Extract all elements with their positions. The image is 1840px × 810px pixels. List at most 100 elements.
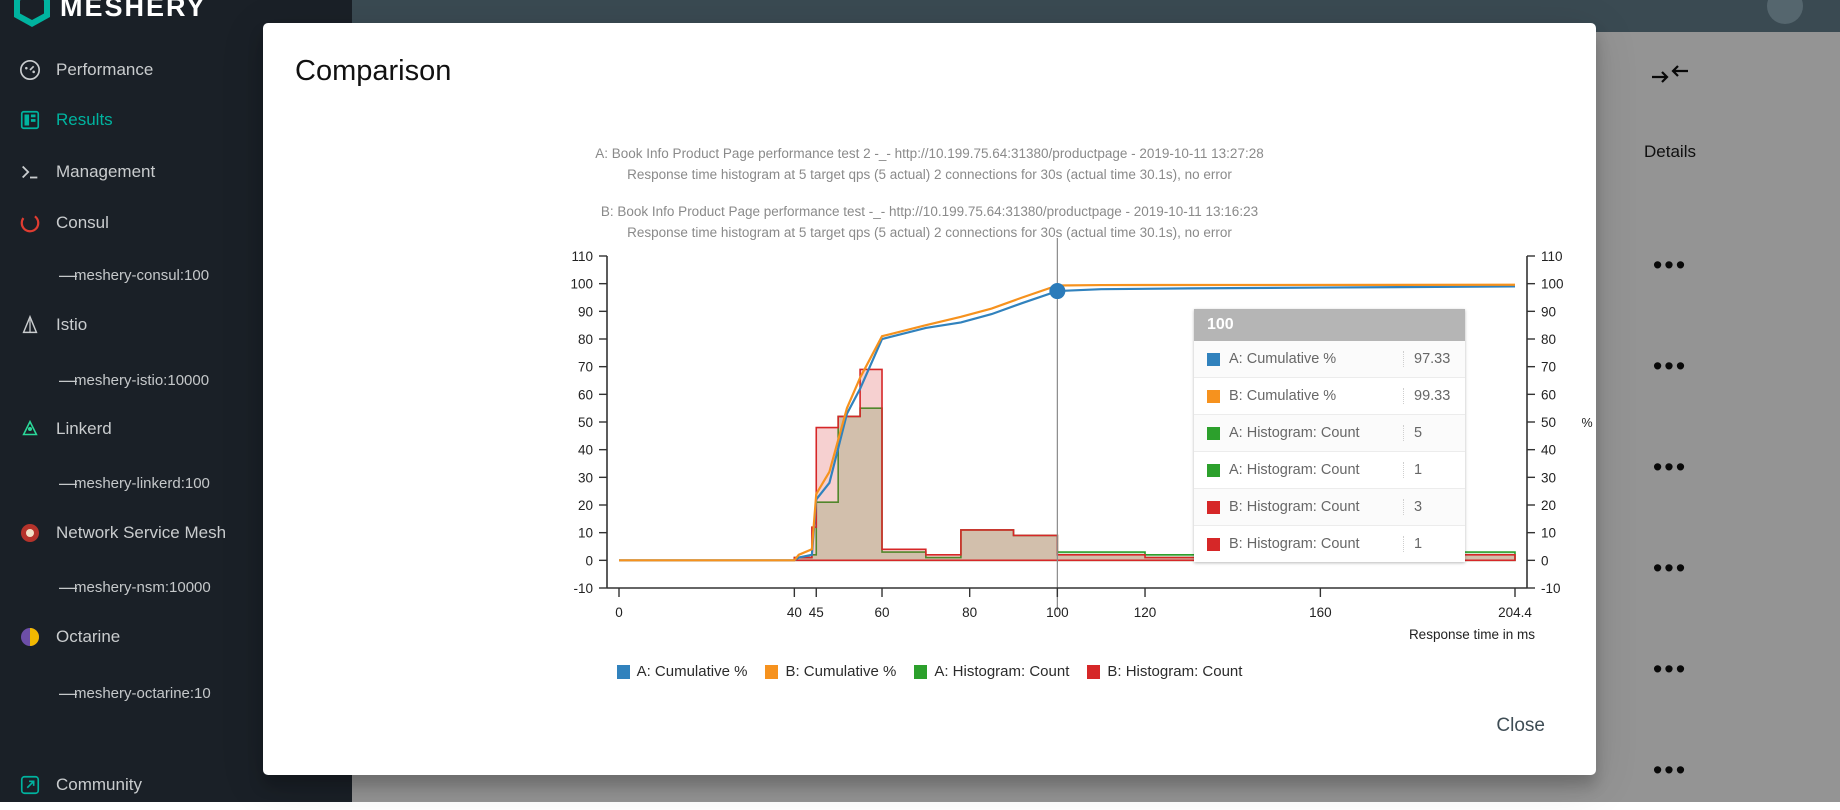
x-axis-tick-label: 80 xyxy=(962,605,977,620)
y-axis-tick-label: 0 xyxy=(585,553,593,568)
legend-label: A: Cumulative % xyxy=(637,663,748,680)
legend-item[interactable]: B: Cumulative % xyxy=(765,663,896,680)
x-axis-tick-label: 160 xyxy=(1309,605,1332,620)
sidebar-item-label: meshery-octarine:10 xyxy=(74,685,211,702)
sidebar-item-label: Network Service Mesh xyxy=(56,523,226,543)
legend-label: B: Cumulative % xyxy=(785,663,896,680)
sidebar-item-label: Results xyxy=(56,110,113,130)
dash-icon: — xyxy=(56,681,80,705)
tooltip-row-label: A: Cumulative % xyxy=(1229,351,1403,367)
y-axis-right-tick-label: 60 xyxy=(1541,387,1556,402)
tooltip-row-value: 1 xyxy=(1403,462,1465,478)
tooltip-header: 100 xyxy=(1194,309,1465,341)
y-axis-tick-label: 60 xyxy=(578,387,593,402)
y-axis-tick-label: 110 xyxy=(571,249,593,264)
highlighted-data-point xyxy=(1049,283,1065,299)
comparison-dialog: Comparison A: Book Info Product Page per… xyxy=(263,23,1596,775)
tooltip-row: A: Cumulative %97.33 xyxy=(1194,341,1465,378)
y-axis-tick-label: 20 xyxy=(578,498,593,513)
y-axis-right-tick-label: 50 xyxy=(1541,415,1556,430)
tooltip-row-label: B: Histogram: Count xyxy=(1229,536,1403,552)
dash-icon: — xyxy=(56,368,80,392)
nsm-icon xyxy=(18,521,42,545)
subtitle-block-a: A: Book Info Product Page performance te… xyxy=(263,143,1596,185)
community-icon xyxy=(18,773,42,797)
legend-color-swatch xyxy=(1087,665,1100,679)
close-button[interactable]: Close xyxy=(1488,709,1553,743)
terminal-icon xyxy=(18,160,42,184)
sidebar-item-label: Performance xyxy=(56,60,153,80)
y-axis-right-tick-label: 30 xyxy=(1541,470,1556,485)
tooltip-row-label: B: Cumulative % xyxy=(1229,388,1403,404)
legend-item[interactable]: B: Histogram: Count xyxy=(1087,663,1242,680)
subtitle-a-line1: A: Book Info Product Page performance te… xyxy=(263,143,1596,164)
y-axis-tick-label: 30 xyxy=(578,470,593,485)
y-axis-right-tick-label: -10 xyxy=(1541,581,1561,596)
istio-icon xyxy=(18,313,42,337)
y-axis-tick-label: 90 xyxy=(578,304,593,319)
tooltip-row-value: 1 xyxy=(1403,536,1465,552)
dash-icon: — xyxy=(56,263,80,287)
sidebar-item-label: meshery-istio:10000 xyxy=(74,372,209,389)
y-axis-tick-label: -10 xyxy=(573,581,593,596)
tooltip-row-label: A: Histogram: Count xyxy=(1229,462,1403,478)
y-axis-tick-label: 40 xyxy=(578,443,593,458)
sidebar-item-label: meshery-consul:100 xyxy=(74,267,209,284)
y-axis-tick-label: 50 xyxy=(578,415,593,430)
series-color-swatch xyxy=(1207,390,1220,403)
series-color-swatch xyxy=(1207,353,1220,366)
y-axis-tick-label: 10 xyxy=(578,526,593,541)
y-axis-tick-label: 80 xyxy=(578,332,593,347)
sidebar-item-label: Istio xyxy=(56,315,87,335)
y-axis-right-tick-label: 40 xyxy=(1541,443,1556,458)
sidebar-item-label: Consul xyxy=(56,213,109,233)
sidebar-item-label: Octarine xyxy=(56,627,120,647)
y-axis-label: % xyxy=(1581,416,1592,430)
y-axis-right-tick-label: 10 xyxy=(1541,526,1556,541)
subtitle-a-line2: Response time histogram at 5 target qps … xyxy=(263,164,1596,185)
legend-item[interactable]: A: Cumulative % xyxy=(617,663,748,680)
sidebar-item-label: Linkerd xyxy=(56,419,112,439)
tooltip-row-value: 5 xyxy=(1403,425,1465,441)
speedometer-icon xyxy=(18,58,42,82)
series-color-swatch xyxy=(1207,427,1220,440)
tooltip-row-label: A: Histogram: Count xyxy=(1229,425,1403,441)
y-axis-right-tick-label: 20 xyxy=(1541,498,1556,513)
legend-color-swatch xyxy=(617,665,630,679)
legend-color-swatch xyxy=(914,665,927,679)
consul-icon xyxy=(18,211,42,235)
tooltip-row-value: 3 xyxy=(1403,499,1465,515)
sidebar-item-label: meshery-linkerd:100 xyxy=(74,475,210,492)
x-axis-tick-label: 60 xyxy=(874,605,889,620)
legend-item[interactable]: A: Histogram: Count xyxy=(914,663,1069,680)
tooltip-row-value: 99.33 xyxy=(1403,388,1465,404)
y-axis-tick-label: 70 xyxy=(578,360,593,375)
brand-name: MESHERY xyxy=(60,0,207,23)
y-axis-right-tick-label: 100 xyxy=(1541,277,1564,292)
octarine-icon xyxy=(18,625,42,649)
dash-icon: — xyxy=(56,575,80,599)
y-axis-right-tick-label: 70 xyxy=(1541,360,1556,375)
y-axis-right-tick-label: 0 xyxy=(1541,553,1549,568)
brand-logo[interactable]: MESHERY xyxy=(14,0,207,28)
tooltip-row-value: 97.33 xyxy=(1403,351,1465,367)
dash-icon: — xyxy=(56,471,80,495)
sidebar-item-label: meshery-nsm:10000 xyxy=(74,579,211,596)
legend-color-swatch xyxy=(765,665,778,679)
sidebar-item-label: Management xyxy=(56,162,155,182)
linkerd-icon xyxy=(18,417,42,441)
tooltip-row: B: Cumulative %99.33 xyxy=(1194,378,1465,415)
user-avatar[interactable] xyxy=(1767,0,1803,24)
sidebar-item-label: Community xyxy=(56,775,142,795)
legend-label: B: Histogram: Count xyxy=(1107,663,1242,680)
series-color-swatch xyxy=(1207,501,1220,514)
dialog-title: Comparison xyxy=(295,55,451,88)
x-axis-tick-label: 0 xyxy=(615,605,623,620)
y-axis-right-tick-label: 80 xyxy=(1541,332,1556,347)
x-axis-label: Response time in ms xyxy=(1409,627,1535,642)
